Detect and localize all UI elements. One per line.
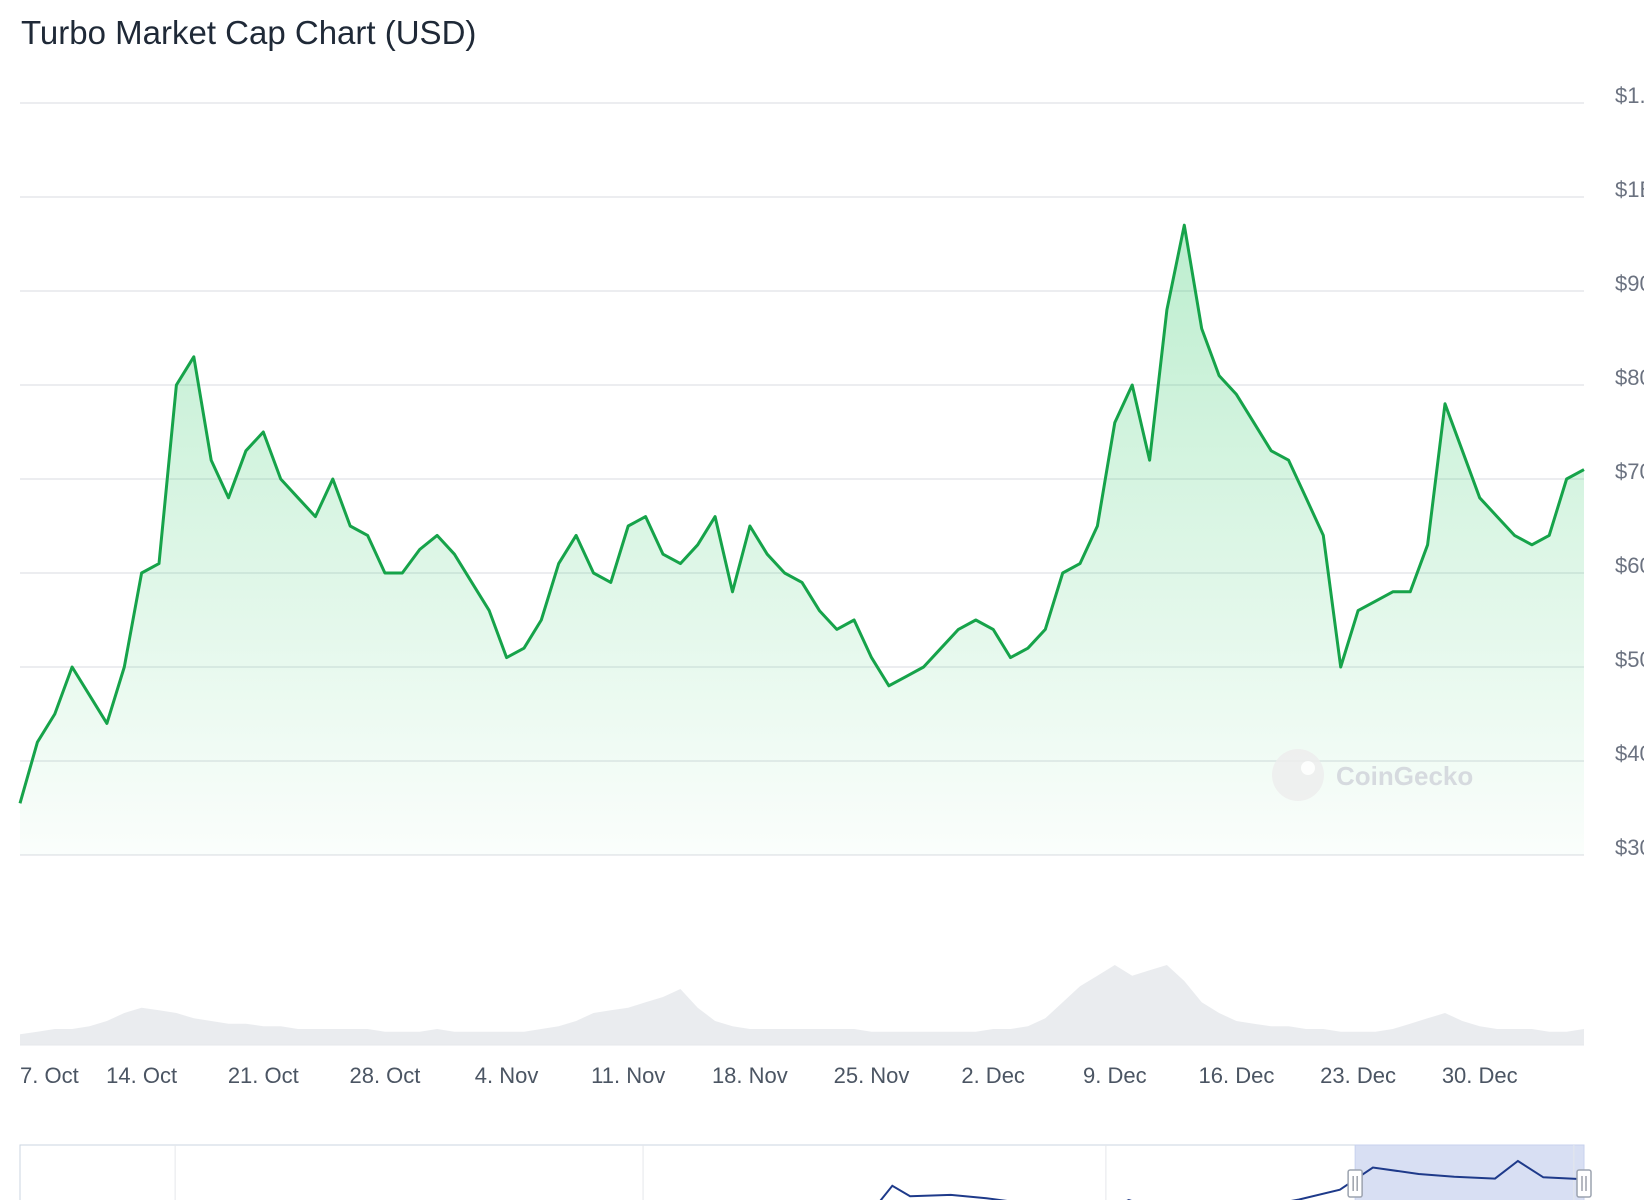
coingecko-watermark: CoinGecko	[1272, 749, 1473, 801]
x-tick-label: 28. Oct	[349, 1063, 420, 1088]
handle-body[interactable]	[1576, 1169, 1592, 1198]
navigator-selection[interactable]	[1354, 1144, 1585, 1200]
x-tick-label: 16. Dec	[1199, 1063, 1275, 1088]
volume-area	[20, 965, 1584, 1045]
navigator-frame	[19, 1144, 1585, 1200]
navigator-handle-right[interactable]	[1576, 1169, 1592, 1198]
navigator-handle-left[interactable]	[1347, 1169, 1363, 1198]
y-tick-label: $900M	[1615, 271, 1644, 296]
x-tick-label: 30. Dec	[1442, 1063, 1518, 1088]
y-tick-label: $400M	[1615, 741, 1644, 766]
x-tick-label: 21. Oct	[228, 1063, 299, 1088]
watermark-text: CoinGecko	[1336, 761, 1473, 791]
navigator-line	[879, 1159, 1585, 1200]
y-tick-label: $700M	[1615, 459, 1644, 484]
x-tick-label: 23. Dec	[1320, 1063, 1396, 1088]
gecko-eye-icon	[1301, 761, 1315, 775]
market-cap-area	[20, 225, 1584, 855]
x-tick-label: 18. Nov	[712, 1063, 788, 1088]
y-tick-label: $300M	[1615, 835, 1644, 860]
y-tick-label: $800M	[1615, 365, 1644, 390]
x-tick-label: 14. Oct	[106, 1063, 177, 1088]
navigator[interactable]: Jul '23Jan '24Jul '24Jan '25	[19, 1144, 1644, 1200]
x-tick-label: 25. Nov	[834, 1063, 910, 1088]
x-tick-label: 2. Dec	[961, 1063, 1025, 1088]
gecko-logo-icon	[1272, 749, 1324, 801]
y-tick-label: $500M	[1615, 647, 1644, 672]
handle-body[interactable]	[1347, 1169, 1363, 1198]
y-tick-label: $1.1B	[1615, 83, 1644, 108]
volume-shape	[20, 965, 1584, 1045]
x-tick-label: 11. Nov	[591, 1063, 665, 1088]
market-cap-line[interactable]	[18, 223, 1585, 804]
x-tick-label: 7. Oct	[20, 1063, 79, 1088]
x-tick-label: 4. Nov	[475, 1063, 539, 1088]
x-axis: 7. Oct 14. Oct 21. Oct 28. Oct 4. Nov 11. Nov…	[20, 1063, 1518, 1088]
y-tick-label: $1B	[1615, 177, 1644, 202]
y-tick-label: $600M	[1615, 553, 1644, 578]
y-axis: $1.1B $1B $900M $800M $700M $600M $500M $400M $3…	[1615, 83, 1644, 860]
chart-title: Turbo Market Cap Chart (USD)	[21, 14, 477, 51]
x-tick-label: 9. Dec	[1083, 1063, 1147, 1088]
